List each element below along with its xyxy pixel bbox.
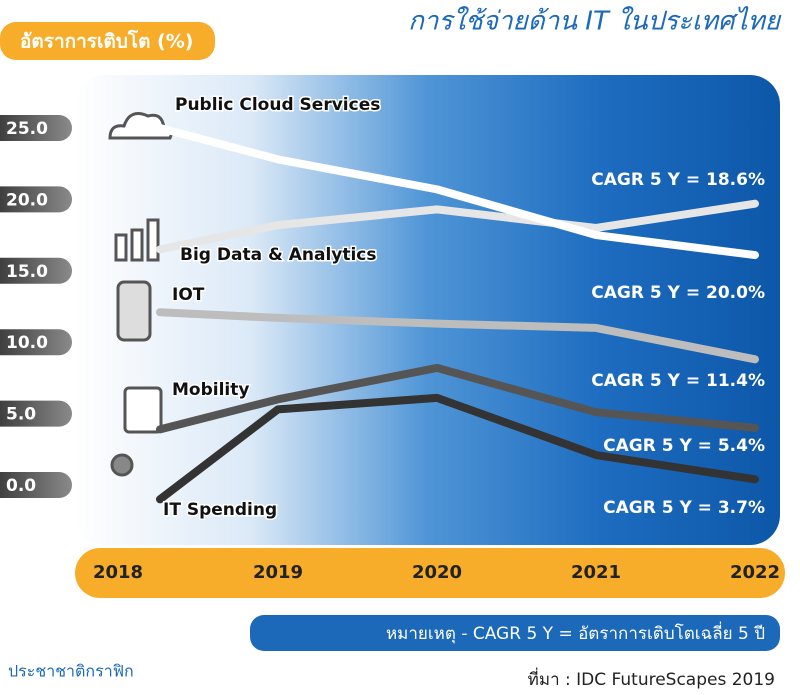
y-tick-label: 15.0 — [6, 262, 48, 282]
note-band — [250, 615, 780, 651]
y-tick-pill — [0, 400, 72, 427]
source: ที่มา : IDC FutureScapes 2019 — [528, 667, 775, 690]
y-tick-label: 10.0 — [6, 333, 48, 353]
series-label: Public Cloud Services — [175, 95, 380, 115]
x-axis-band — [75, 548, 785, 598]
y-tick-label: 25.0 — [6, 119, 48, 139]
series-line — [156, 199, 759, 254]
y-tick-pill — [0, 186, 72, 213]
cagr-label: CAGR 5 Y = 18.6% — [591, 170, 765, 190]
x-tick-label: 2018 — [93, 562, 143, 583]
y-tick-label: 20.0 — [6, 190, 48, 210]
x-tick-label: 2022 — [730, 562, 780, 583]
cagr-label: CAGR 5 Y = 3.7% — [603, 498, 765, 518]
cagr-label: CAGR 5 Y = 11.4% — [591, 371, 765, 391]
y-axis-label: อัตราการเติบโต (%) — [20, 30, 193, 53]
cagr-label: CAGR 5 Y = 20.0% — [591, 283, 765, 303]
chart-title: การใช้จ่ายด้าน IT ในประเทศไทย — [408, 6, 782, 37]
y-tick-pill — [0, 329, 72, 356]
credit: ประชาชาติกราฟิก — [8, 662, 134, 681]
series-label: Big Data & Analytics — [180, 245, 377, 265]
series-label: IT Spending — [163, 500, 277, 520]
series-label: IOT — [172, 285, 205, 305]
y-tick-label: 5.0 — [6, 405, 36, 425]
y-tick-label: 0.0 — [6, 476, 36, 496]
series-line — [156, 393, 759, 504]
icons — [108, 112, 173, 477]
x-tick-label: 2020 — [412, 562, 462, 583]
cagr-label: CAGR 5 Y = 5.4% — [603, 436, 765, 456]
series-line — [156, 123, 759, 260]
y-label-tab — [0, 22, 215, 60]
y-tick-pill — [0, 472, 72, 499]
series-line — [156, 363, 759, 434]
note: หมายเหตุ - CAGR 5 Y = อัตราการเติบโตเฉลี… — [386, 621, 765, 644]
y-tick-pill — [0, 257, 72, 284]
x-tick-label: 2021 — [571, 562, 621, 583]
series-label: Mobility — [172, 380, 249, 400]
y-tick-pill — [0, 114, 72, 141]
x-tick-label: 2019 — [253, 562, 303, 583]
series-line — [156, 308, 759, 364]
